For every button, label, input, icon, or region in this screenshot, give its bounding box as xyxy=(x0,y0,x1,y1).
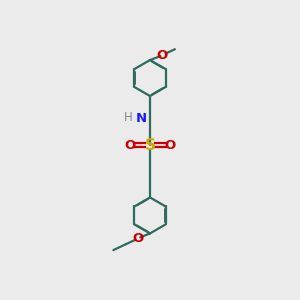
Text: N: N xyxy=(135,112,146,125)
Text: O: O xyxy=(157,49,168,62)
Text: H: H xyxy=(124,111,133,124)
Text: O: O xyxy=(133,232,144,245)
Text: O: O xyxy=(124,139,135,152)
Text: S: S xyxy=(145,138,155,153)
Text: O: O xyxy=(165,139,176,152)
